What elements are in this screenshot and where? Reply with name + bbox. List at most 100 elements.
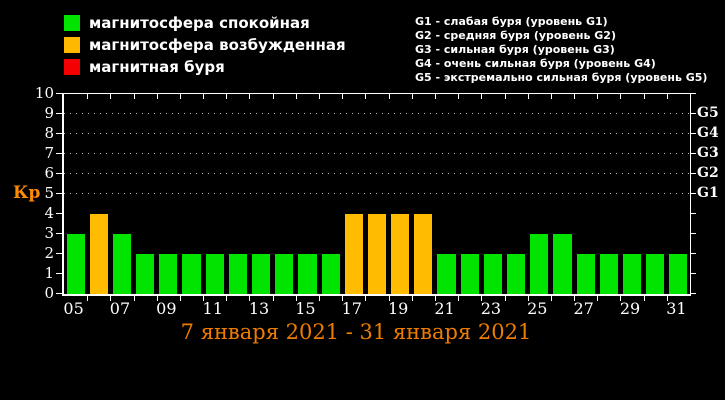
right-axis-tick <box>690 173 696 174</box>
bottom-axis-tick <box>133 296 135 301</box>
y-axis-tick <box>56 253 62 254</box>
bar-day-19 <box>391 214 410 294</box>
bar-day-30 <box>646 254 665 294</box>
bottom-axis-tick <box>504 296 506 301</box>
top-axis-tick <box>574 94 576 99</box>
y-axis-tick <box>56 193 62 194</box>
top-axis-tick <box>597 94 599 99</box>
chart-title: 7 января 2021 - 31 января 2021 <box>180 320 532 344</box>
bottom-axis-tick <box>87 296 89 301</box>
top-axis-tick <box>388 94 390 99</box>
top-axis-tick <box>226 94 228 99</box>
x-axis-label-29: 29 <box>619 299 641 318</box>
bottom-axis-tick <box>550 296 552 301</box>
y-axis-tick-label: 0 <box>44 284 54 302</box>
x-axis-label-13: 13 <box>248 299 270 318</box>
bar-day-06 <box>89 214 108 294</box>
bottom-axis-tick <box>411 296 413 301</box>
y-axis-tick <box>56 293 62 294</box>
y-axis-tick <box>56 273 62 274</box>
bar-day-29 <box>622 254 642 294</box>
legend-item-label: магнитная буря <box>89 58 225 76</box>
y-axis-tick-label: 5 <box>44 184 54 202</box>
right-axis-tick <box>690 293 696 294</box>
right-axis-tick <box>690 193 696 194</box>
gridline-kp-6 <box>64 173 690 174</box>
gridline-kp-7 <box>64 153 690 154</box>
bar-day-20 <box>414 214 433 294</box>
x-axis-label-07: 07 <box>109 299 131 318</box>
bar-day-24 <box>507 254 526 294</box>
top-axis-tick <box>133 94 135 99</box>
bottom-axis-tick <box>319 296 321 301</box>
bottom-axis-tick <box>365 296 367 301</box>
top-axis-tick <box>481 94 483 99</box>
bar-day-05 <box>66 234 85 294</box>
bar-day-26 <box>553 234 572 294</box>
bar-day-21 <box>437 254 456 294</box>
bar-day-31 <box>669 254 688 294</box>
right-axis-label-g3: G3 <box>697 145 719 161</box>
right-axis-tick <box>690 273 696 274</box>
y-axis-tick-label: 4 <box>44 204 54 222</box>
storm-level-g2: G2 - средняя буря (уровень G2) <box>415 29 616 42</box>
bottom-axis-tick <box>156 296 158 301</box>
right-axis-tick <box>690 253 696 254</box>
top-axis-tick <box>504 94 506 99</box>
plot-area <box>62 93 691 301</box>
right-axis-tick <box>690 113 696 114</box>
bottom-axis-tick <box>342 296 344 301</box>
top-axis-tick <box>458 94 460 99</box>
top-axis-tick <box>550 94 552 99</box>
top-axis-tick <box>249 94 251 99</box>
bottom-axis-tick <box>620 296 622 301</box>
right-axis-label-g4: G4 <box>697 125 719 141</box>
bar-day-18 <box>367 214 387 294</box>
top-axis-tick <box>110 94 112 99</box>
storm-level-key: G1 - слабая буря (уровень G1) G2 - средн… <box>415 15 707 85</box>
y-axis-tick-label: 7 <box>44 144 54 162</box>
y-axis-tick-label: 6 <box>44 164 54 182</box>
bottom-axis-tick <box>574 296 576 301</box>
top-axis-tick <box>87 94 89 99</box>
right-axis-label-g5: G5 <box>697 105 719 121</box>
gridline-kp-5 <box>64 193 690 194</box>
right-axis-tick <box>690 233 696 234</box>
right-axis-tick <box>690 213 696 214</box>
y-axis-tick <box>56 133 62 134</box>
top-axis-tick <box>156 94 158 99</box>
bottom-axis-tick <box>226 296 228 301</box>
storm-color-swatch <box>64 59 80 75</box>
bottom-axis-tick <box>643 296 645 301</box>
legend-item-label: магнитосфера спокойная <box>89 14 310 32</box>
y-axis-tick-label: 10 <box>34 84 54 102</box>
bottom-axis-tick <box>203 296 205 301</box>
top-axis-tick <box>434 94 436 99</box>
excited-color-swatch <box>64 37 80 53</box>
bottom-axis-tick <box>481 296 483 301</box>
x-axis-label-05: 05 <box>63 299 84 318</box>
x-axis-label-21: 21 <box>434 299 455 318</box>
bar-day-22 <box>460 254 479 294</box>
y-axis-tick-label: 1 <box>44 264 54 282</box>
x-axis-label-27: 27 <box>573 299 594 318</box>
right-axis-label-g2: G2 <box>697 165 719 181</box>
bar-day-15 <box>298 254 317 294</box>
calm-color-swatch <box>64 15 80 31</box>
y-axis-tick <box>56 213 62 214</box>
bottom-axis-tick <box>295 296 297 301</box>
y-axis-tick <box>56 153 62 154</box>
bottom-axis-tick <box>458 296 460 301</box>
storm-level-g1: G1 - слабая буря (уровень G1) <box>415 15 608 28</box>
bar-day-10 <box>182 254 201 294</box>
bar-day-27 <box>576 254 595 294</box>
bottom-axis-tick <box>434 296 436 301</box>
top-axis-tick <box>272 94 274 99</box>
storm-level-g3: G3 - сильная буря (уровень G3) <box>415 43 615 56</box>
y-axis-tick <box>56 113 62 114</box>
bottom-axis-tick <box>179 296 181 301</box>
bar-day-17 <box>344 214 363 294</box>
bottom-axis-tick <box>388 296 390 301</box>
top-axis-tick <box>203 94 205 99</box>
